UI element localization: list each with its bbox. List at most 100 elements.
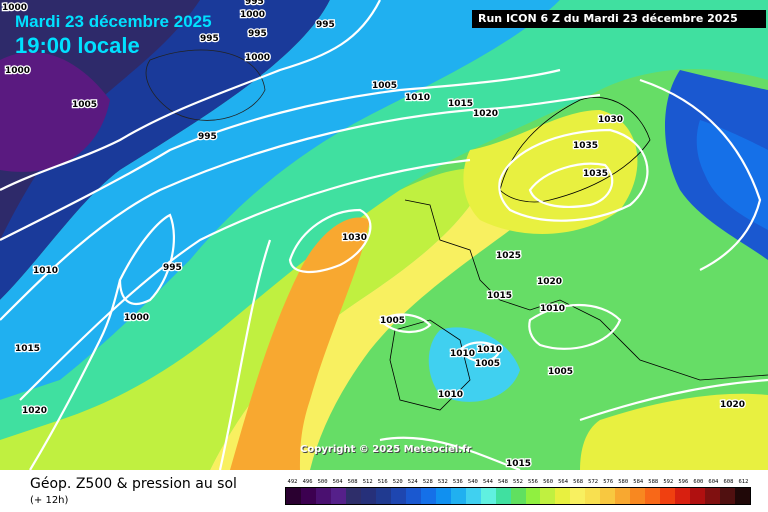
isobar-high-inner <box>528 162 614 208</box>
legend-swatch <box>420 488 436 504</box>
legend-tick-label: 568 <box>573 479 584 485</box>
legend-tick-label: 536 <box>452 479 463 485</box>
coastline-europe <box>404 199 768 381</box>
legend-tick-label: 548 <box>497 479 508 485</box>
southeast-band-yellow <box>580 393 768 470</box>
legend-swatch <box>465 488 481 504</box>
mediterranean-trough-cyan <box>428 327 520 402</box>
isobar-label: 1030 <box>598 115 623 125</box>
isobar-label: 1005 <box>372 81 397 91</box>
isobar-line <box>639 78 762 271</box>
legend-tick-label: 552 <box>513 479 523 485</box>
isobar-low-closed <box>458 341 502 363</box>
legend-tick-label: 504 <box>332 479 343 485</box>
legend-swatch <box>630 488 646 504</box>
ridge-band-orange <box>230 217 370 470</box>
legend-swatch <box>600 488 616 504</box>
legend-swatch <box>510 488 526 504</box>
legend-tick-label: 572 <box>588 479 599 485</box>
isobar-high-closed <box>498 128 649 222</box>
isobar-label: 1010 <box>405 93 430 103</box>
legend-swatch <box>525 488 541 504</box>
legend-swatch <box>570 488 586 504</box>
eastern-trough-inner <box>696 120 768 230</box>
legend-swatch <box>405 488 421 504</box>
legend-tick-label: 588 <box>648 479 659 485</box>
legend-tick-label: 508 <box>347 479 358 485</box>
isobar-label: 1015 <box>448 99 473 109</box>
isobar-label: 1005 <box>72 100 97 110</box>
map-footer: Géop. Z500 & pression au sol (+ 12h) 492… <box>0 470 768 512</box>
legend-tick-label: 560 <box>543 479 554 485</box>
isobar-label: 1010 <box>33 266 58 276</box>
legend-tick-label: 580 <box>618 479 629 485</box>
isobar-label: 1010 <box>450 349 475 359</box>
legend-swatch <box>615 488 631 504</box>
legend-swatch <box>585 488 601 504</box>
isobar-line <box>29 279 122 470</box>
forecast-offset: (+ 12h) <box>30 495 69 506</box>
isobar-label: 1035 <box>583 169 608 179</box>
legend-tick-label: 596 <box>678 479 689 485</box>
isobar-line <box>0 93 601 321</box>
legend-tick-label: 584 <box>633 479 644 485</box>
isobar-label: 1000 <box>5 66 30 76</box>
isobar-label: 1020 <box>22 406 47 416</box>
legend-tick-label: 516 <box>377 479 388 485</box>
isobar-low-closed <box>378 313 432 333</box>
legend-tick-labels: 492 496 500 504 508 512 516 520 524 528 532 536 540 5… <box>285 479 751 485</box>
isobar-label: 995 <box>248 29 267 39</box>
isobar-line <box>579 378 768 422</box>
legend-swatch <box>690 488 706 504</box>
isobar-label: 1015 <box>15 344 40 354</box>
isobar-label: 1000 <box>2 3 27 13</box>
legend-tick-label: 532 <box>437 479 448 485</box>
legend-swatch <box>286 488 301 504</box>
isobar-label: 1005 <box>380 316 405 326</box>
isobar-label: 995 <box>200 34 219 44</box>
isobar-low-closed <box>118 213 175 305</box>
legend-swatch <box>315 488 331 504</box>
isobar-label: 1030 <box>342 233 367 243</box>
legend-swatch <box>435 488 451 504</box>
isobar-label: 1005 <box>475 359 500 369</box>
map-title: Géop. Z500 & pression au sol <box>30 476 237 492</box>
legend-swatch <box>300 488 316 504</box>
legend-swatch <box>390 488 406 504</box>
isobar-label: 1025 <box>496 251 521 261</box>
legend-tick-label: 576 <box>603 479 614 485</box>
isobar-label: 1020 <box>473 109 498 119</box>
legend-swatch <box>675 488 691 504</box>
isobar-label: 1000 <box>245 53 270 63</box>
isobar-label: 995 <box>245 0 264 7</box>
legend-tick-label: 528 <box>422 479 433 485</box>
legend-swatch <box>480 488 496 504</box>
isobar-label: 1000 <box>124 313 149 323</box>
isobar-line <box>379 436 521 470</box>
legend-tick-label: 492 <box>287 479 298 485</box>
isobar-labels: 1000 995 995 995 1000 1000 995 1005 1000… <box>1 0 747 470</box>
mid-height-band-cyan <box>0 0 560 400</box>
isobar-high-closed <box>288 208 372 274</box>
map-canvas: 1000 995 995 995 1000 1000 995 1005 1000… <box>0 0 768 470</box>
legend-swatch <box>330 488 346 504</box>
legend-tick-label: 608 <box>723 479 734 485</box>
isobar-line <box>0 68 561 241</box>
legend-swatch <box>450 488 466 504</box>
legend-tick-label: 512 <box>362 479 373 485</box>
coastline-greenland <box>145 49 266 121</box>
isobar-label: 995 <box>163 263 182 273</box>
isobar-label: 1020 <box>720 400 745 410</box>
isobar-label: 1000 <box>240 10 265 20</box>
legend-swatch <box>540 488 556 504</box>
legend-color-bar <box>285 487 751 505</box>
weather-map: 1000 995 995 995 1000 1000 995 1005 1000… <box>0 0 768 470</box>
legend-swatch <box>360 488 376 504</box>
isobar-label: 1015 <box>506 459 531 469</box>
legend-tick-label: 556 <box>528 479 538 485</box>
isobar-label: 1005 <box>548 367 573 377</box>
color-scale-legend: 492 496 500 504 508 512 516 520 524 528 532 536 540 5… <box>285 479 751 505</box>
legend-swatch <box>720 488 736 504</box>
isobar-label: 1020 <box>537 277 562 287</box>
forecast-time: 19:00 locale <box>15 33 140 58</box>
